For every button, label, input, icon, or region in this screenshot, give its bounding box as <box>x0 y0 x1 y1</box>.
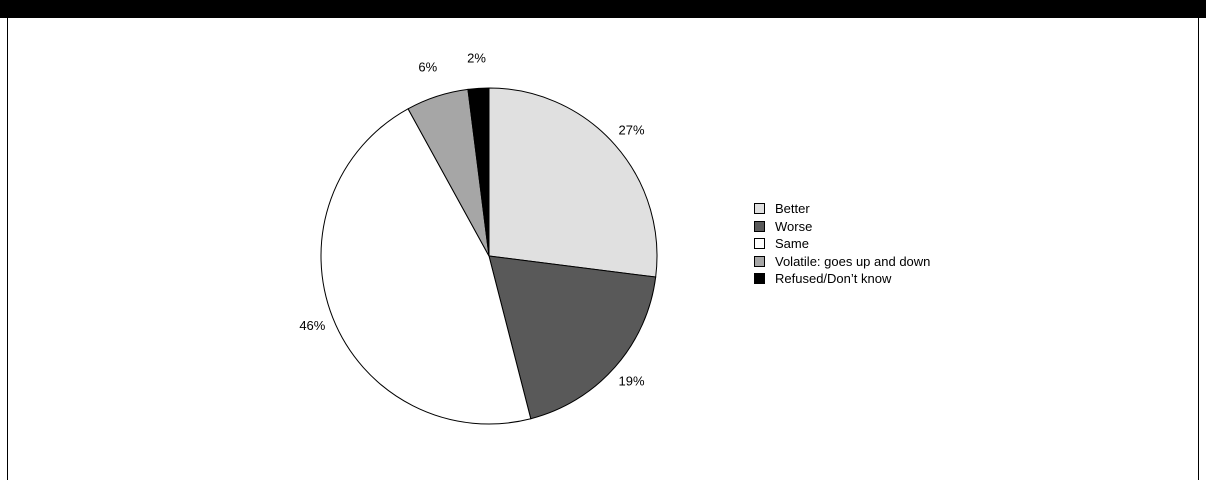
legend-label: Worse <box>775 218 813 234</box>
pie-label-same: 46% <box>299 318 325 333</box>
pie-label-volatile-goes-up-and-down: 6% <box>418 60 437 75</box>
left-border-rule <box>7 18 8 480</box>
legend-swatch <box>754 273 765 285</box>
right-border-rule <box>1198 18 1199 480</box>
legend-swatch <box>754 255 765 267</box>
legend-label: Better <box>775 201 810 217</box>
pie-slice-same <box>320 108 532 425</box>
pie-label-better: 27% <box>619 122 645 137</box>
legend-label: Refused/Don’t know <box>775 271 892 287</box>
pie-slice-refused-don-t-know <box>467 87 490 257</box>
pie-slice-better <box>488 87 658 278</box>
legend-item-refused-don-t-know: Refused/Don’t know <box>754 270 930 288</box>
pie-label-refused-don-t-know: 2% <box>467 50 486 65</box>
pie-label-worse: 19% <box>619 374 645 389</box>
pie-slice-worse <box>488 255 657 420</box>
top-border-bar <box>0 0 1206 18</box>
legend-swatch <box>754 220 765 232</box>
legend-label: Volatile: goes up and down <box>775 253 931 269</box>
legend-label: Same <box>775 236 809 252</box>
legend-item-same: Same <box>754 235 930 253</box>
legend-item-worse: Worse <box>754 218 930 236</box>
legend-swatch <box>754 238 765 250</box>
legend-item-better: Better <box>754 200 930 218</box>
chart-legend: Better Worse Same Volatile: goes up and dow… <box>754 200 930 288</box>
legend-swatch <box>754 203 765 215</box>
legend-item-volatile-goes-up-and-down: Volatile: goes up and down <box>754 253 930 271</box>
